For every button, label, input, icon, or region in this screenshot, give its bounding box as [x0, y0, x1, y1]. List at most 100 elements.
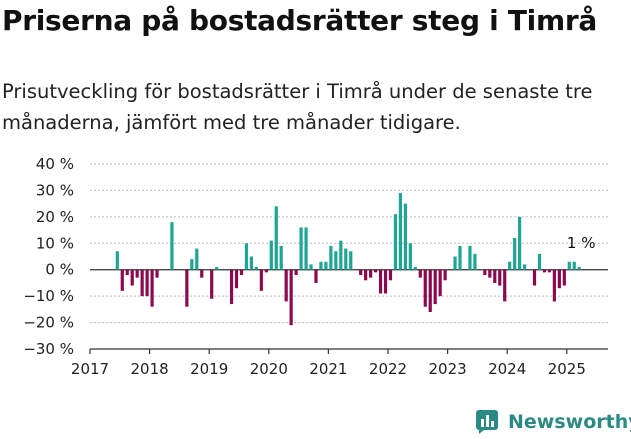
- x-tick-label: 2023: [429, 360, 467, 378]
- bar: [547, 269, 552, 273]
- bar: [503, 269, 507, 302]
- x-tick-label: 2020: [250, 360, 288, 378]
- bars: [115, 193, 581, 326]
- bar: [200, 269, 204, 278]
- bar: [567, 261, 571, 270]
- bar: [329, 245, 333, 270]
- bar: [552, 269, 556, 302]
- bar: [309, 264, 313, 270]
- bar: [274, 206, 278, 270]
- bar: [542, 269, 547, 273]
- y-tick-label: −30 %: [23, 340, 74, 358]
- x-tick-label: 2017: [71, 360, 109, 378]
- bar: [388, 269, 393, 281]
- bar: [125, 269, 129, 275]
- bar: [364, 269, 368, 281]
- bar: [254, 267, 258, 270]
- bar: [269, 240, 273, 270]
- bar: [413, 267, 417, 270]
- bar: [150, 269, 154, 307]
- bar: [557, 269, 561, 289]
- y-tick-label: 0 %: [45, 261, 74, 279]
- y-tick-label: 20 %: [36, 208, 74, 226]
- y-tick-label: 30 %: [36, 181, 74, 199]
- bar: [324, 261, 328, 270]
- bar: [244, 243, 249, 270]
- x-tick-label: 2024: [488, 360, 526, 378]
- y-tick-label: −20 %: [23, 314, 74, 332]
- x-tick-label: 2022: [369, 360, 407, 378]
- x-axis: 2017 2018 2019 2020 2021 2022 2023 2024 2025: [71, 348, 608, 378]
- x-tick-label: 2021: [309, 360, 347, 378]
- bar: [562, 269, 566, 286]
- bar: [229, 269, 234, 305]
- bar: [408, 243, 412, 270]
- bar: [383, 269, 388, 294]
- x-tick-label: 2025: [548, 360, 586, 378]
- bar: [170, 222, 174, 270]
- bar: [508, 261, 512, 270]
- bar: [378, 269, 383, 294]
- bar: [239, 269, 244, 275]
- bar: [473, 253, 477, 270]
- bar: [234, 269, 239, 289]
- bar: [349, 251, 353, 270]
- bar: [522, 264, 527, 270]
- bar: [259, 269, 263, 291]
- bar: [185, 269, 189, 307]
- bar: [130, 269, 134, 286]
- bar: [513, 238, 517, 270]
- bar: [359, 269, 363, 275]
- page-title: Priserna på bostadsrätter steg i Timrå: [2, 4, 597, 37]
- bar: [458, 245, 462, 270]
- bar: [518, 216, 522, 270]
- bar: [443, 269, 447, 281]
- bar: [418, 269, 422, 278]
- bar: [299, 227, 303, 270]
- bar: [304, 227, 308, 270]
- bar: [468, 245, 472, 270]
- bar: [438, 269, 442, 297]
- bar: [249, 256, 254, 270]
- x-tick-label: 2018: [131, 360, 169, 378]
- bar: [373, 269, 378, 273]
- bar: [393, 214, 398, 270]
- bar: [403, 203, 407, 270]
- bar: [190, 259, 194, 270]
- bar: [319, 261, 323, 270]
- bar: [572, 261, 576, 270]
- bar: [115, 251, 119, 270]
- bar: [195, 248, 199, 270]
- bar: [135, 269, 139, 278]
- bar: [453, 256, 457, 270]
- bar: [498, 269, 502, 286]
- brand-logo: Newsworthy: [476, 410, 631, 434]
- bar: [488, 269, 492, 278]
- bar: [339, 240, 343, 270]
- bar: [289, 269, 293, 326]
- bar: [537, 253, 542, 270]
- bar: [294, 269, 298, 275]
- bar: [284, 269, 288, 302]
- y-tick-label: 10 %: [36, 234, 74, 252]
- bar: [532, 269, 537, 286]
- bar: [210, 269, 214, 299]
- bar: [493, 269, 497, 283]
- bar: [155, 269, 159, 278]
- latest-value-annotation: 1 %: [567, 234, 596, 252]
- bar: [433, 269, 437, 305]
- grid-lines: [90, 163, 608, 350]
- bar: [279, 245, 283, 270]
- bar: [120, 269, 124, 291]
- x-tick-label: 2019: [190, 360, 228, 378]
- bar: [145, 269, 149, 297]
- bar: [423, 269, 427, 307]
- newsworthy-logo-icon: [476, 410, 498, 434]
- bar: [428, 269, 432, 312]
- y-tick-label: 40 %: [36, 155, 74, 173]
- y-tick-label: −10 %: [23, 287, 74, 305]
- brand-name: Newsworthy: [508, 411, 631, 433]
- bar: [398, 193, 403, 270]
- bar: [334, 251, 338, 270]
